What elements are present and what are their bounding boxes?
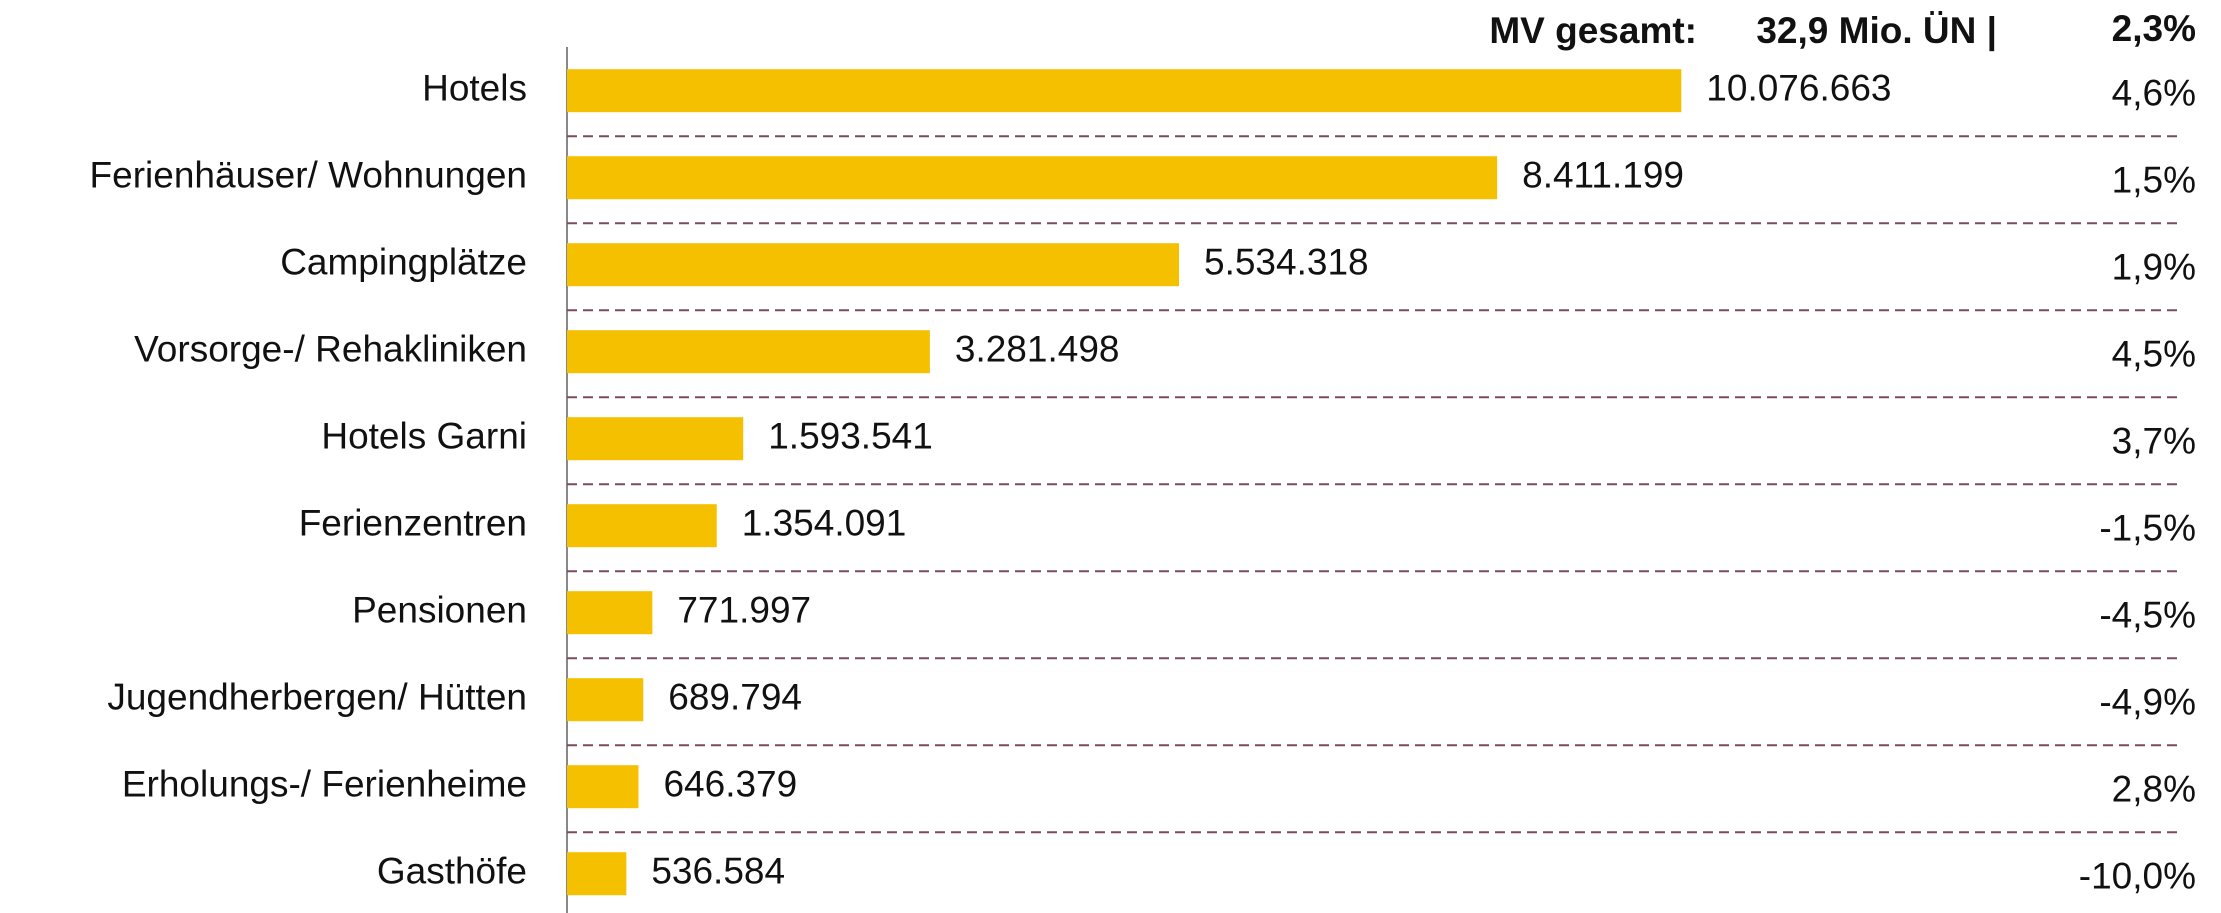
- bar: [567, 417, 744, 461]
- bar: [567, 156, 1498, 200]
- value-label: 689.794: [668, 676, 802, 717]
- total-label: MV gesamt:: [1489, 10, 1697, 51]
- change-label: 1,9%: [2112, 246, 2196, 287]
- change-label: 3,7%: [2112, 420, 2196, 461]
- category-label: Ferienzentren: [299, 502, 527, 543]
- value-label: 8.411.199: [1522, 154, 1684, 195]
- category-label: Vorsorge-/ Rehakliniken: [134, 328, 527, 369]
- value-label: 1.593.541: [768, 415, 933, 456]
- value-label: 5.534.318: [1204, 241, 1369, 282]
- bar: [567, 678, 644, 722]
- bar: [567, 69, 1682, 113]
- category-label: Erholungs-/ Ferienheime: [122, 763, 527, 804]
- change-label: -4,9%: [2099, 681, 2196, 722]
- change-label: -10,0%: [2079, 855, 2196, 896]
- value-label: 1.354.091: [742, 502, 907, 543]
- category-label: Ferienhäuser/ Wohnungen: [90, 154, 527, 195]
- bar: [567, 504, 717, 548]
- category-label: Jugendherbergen/ Hütten: [107, 676, 527, 717]
- change-label: 1,5%: [2112, 159, 2196, 200]
- value-label: 771.997: [677, 589, 811, 630]
- category-label: Hotels Garni: [321, 415, 527, 456]
- total-change: 2,3%: [2112, 8, 2196, 49]
- value-label: 10.076.663: [1706, 67, 1891, 108]
- category-label: Gasthöfe: [377, 850, 527, 891]
- value-label: 646.379: [663, 763, 797, 804]
- change-label: 4,6%: [2112, 72, 2196, 113]
- change-label: -4,5%: [2099, 594, 2196, 635]
- change-label: 4,5%: [2112, 333, 2196, 374]
- total: 32,9 Mio. ÜN |: [1756, 10, 1997, 52]
- value-label: 3.281.498: [955, 328, 1120, 369]
- bar: [567, 765, 639, 809]
- bar: [567, 852, 627, 896]
- change-label: 2,8%: [2112, 768, 2196, 809]
- category-label: Pensionen: [352, 589, 527, 630]
- bar: [567, 330, 930, 374]
- category-label: Campingplätze: [280, 241, 527, 282]
- value-label: 536.584: [651, 850, 785, 891]
- change-label: -1,5%: [2099, 507, 2196, 548]
- bar: [567, 243, 1180, 287]
- category-label: Hotels: [422, 67, 527, 108]
- bar: [567, 591, 653, 635]
